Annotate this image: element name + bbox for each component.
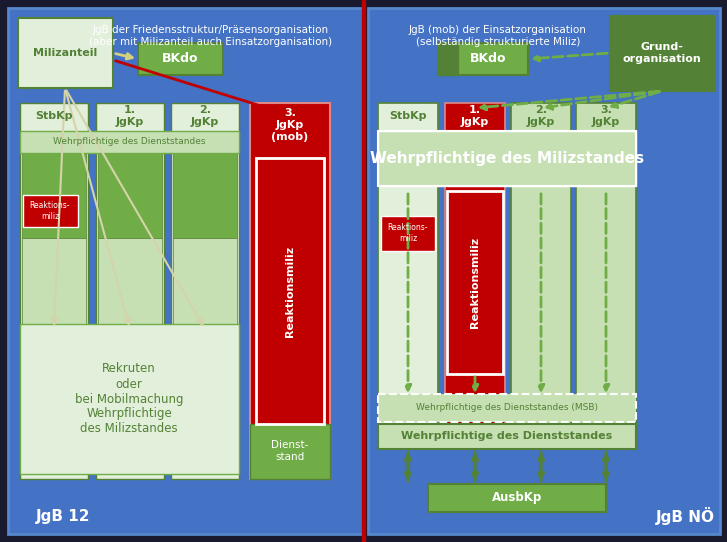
Bar xyxy=(378,103,438,449)
Bar xyxy=(20,131,239,153)
Bar xyxy=(378,131,636,186)
Bar xyxy=(22,238,86,324)
Text: Grund-
organisation: Grund- organisation xyxy=(622,42,702,64)
Text: Wehrpflichtige des Dienststandes: Wehrpflichtige des Dienststandes xyxy=(401,431,613,441)
Bar xyxy=(171,103,239,479)
Bar xyxy=(98,153,162,238)
Text: JgB (mob) der Einsatzorganisation
(selbständig strukturierte Miliz): JgB (mob) der Einsatzorganisation (selbs… xyxy=(409,25,587,47)
Text: 3.
JgKp
(mob): 3. JgKp (mob) xyxy=(271,108,309,141)
Bar xyxy=(362,0,365,542)
Bar xyxy=(447,191,503,374)
Text: 3.
JgKp: 3. JgKp xyxy=(592,105,620,127)
Bar xyxy=(438,43,528,75)
Text: StbKp: StbKp xyxy=(35,111,73,121)
Text: 2.
JgKp: 2. JgKp xyxy=(527,105,555,127)
Text: 1.
JgKp: 1. JgKp xyxy=(116,105,144,127)
Text: 1.
JgKp: 1. JgKp xyxy=(461,105,489,127)
Bar xyxy=(438,43,458,75)
Bar xyxy=(250,103,330,479)
Bar xyxy=(378,131,636,186)
Text: Reaktionsmiliz: Reaktionsmiliz xyxy=(285,246,295,337)
Bar xyxy=(250,424,330,479)
Text: BKdo: BKdo xyxy=(470,53,506,66)
Bar xyxy=(378,394,636,422)
Text: Reaktions-
miliz: Reaktions- miliz xyxy=(387,223,428,243)
Text: 2.
JgKp: 2. JgKp xyxy=(191,105,219,127)
Bar xyxy=(576,103,636,449)
Text: Milizanteil: Milizanteil xyxy=(33,48,97,58)
Bar xyxy=(610,16,715,91)
Text: Reaktions-
miliz: Reaktions- miliz xyxy=(30,201,71,221)
Bar xyxy=(98,238,162,324)
Text: Wehrpflichtige des Dienststandes: Wehrpflichtige des Dienststandes xyxy=(53,138,205,146)
Text: Rekruten
oder
bei Mobilmachung
Wehrpflichtige
des Milizstandes: Rekruten oder bei Mobilmachung Wehrpflic… xyxy=(75,363,183,436)
Bar xyxy=(173,238,237,324)
Bar xyxy=(23,195,78,227)
Bar xyxy=(20,324,239,474)
Text: Wehrpflichtige des Dienststandes (MSB): Wehrpflichtige des Dienststandes (MSB) xyxy=(416,403,598,412)
Text: Wehrpflichtige des Milizstandes: Wehrpflichtige des Milizstandes xyxy=(370,151,644,165)
Text: Dienst-
stand: Dienst- stand xyxy=(271,440,309,462)
Bar xyxy=(18,18,113,88)
Bar xyxy=(378,424,636,449)
Bar xyxy=(256,158,324,424)
Bar xyxy=(173,153,237,238)
Bar xyxy=(368,8,720,534)
Text: JgB der Friedensstruktur/Präsensorganisation
(aber mit Milizanteil auch Einsatzo: JgB der Friedensstruktur/Präsensorganisa… xyxy=(89,25,332,47)
Text: Reaktionsmiliz: Reaktionsmiliz xyxy=(470,236,480,327)
Text: BKdo: BKdo xyxy=(161,53,198,66)
Text: JgB 12: JgB 12 xyxy=(36,508,90,524)
Text: AusbKp: AusbKp xyxy=(492,492,542,505)
Bar xyxy=(96,103,164,479)
Bar xyxy=(445,103,505,449)
Text: StbKp: StbKp xyxy=(389,111,427,121)
Bar xyxy=(428,484,606,512)
Text: JgB NÖ: JgB NÖ xyxy=(656,507,715,525)
Bar xyxy=(138,43,223,75)
Bar xyxy=(8,8,363,534)
Bar xyxy=(20,103,88,479)
Bar xyxy=(381,216,435,251)
Bar xyxy=(511,103,571,449)
Bar xyxy=(22,153,86,238)
